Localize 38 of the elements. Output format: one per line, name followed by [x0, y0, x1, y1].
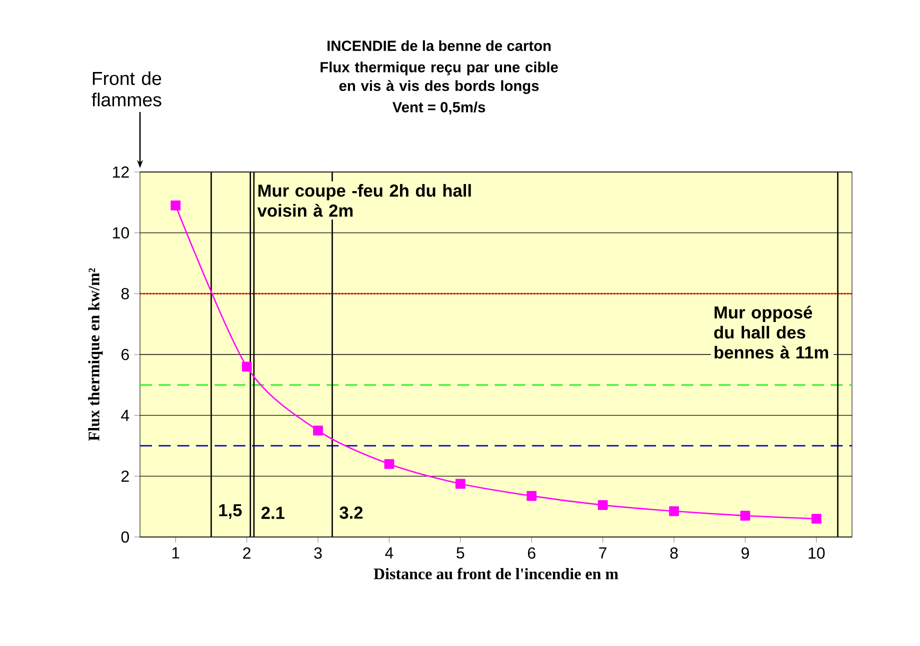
x-tick-label: 9: [742, 547, 749, 559]
point: [811, 514, 822, 524]
y-tick-label: 8: [121, 288, 129, 300]
x-tick-label: 1: [172, 547, 180, 558]
ref-line-label: Mur coupe -feu 2h du hall voisin à 2m: [257, 184, 471, 217]
point: [526, 491, 537, 501]
x-tick-label: 6: [528, 547, 536, 559]
point: [170, 200, 181, 210]
y-tick-label: 12: [113, 166, 129, 178]
ref-line-label: 1,5: [219, 504, 242, 519]
point: [384, 459, 394, 469]
x-tick-label: 10: [808, 547, 825, 559]
y-tick-label: 2: [122, 470, 129, 482]
x-tick-label: 3: [314, 547, 322, 559]
point: [313, 426, 323, 436]
y-tick-label: 0: [121, 531, 129, 543]
point: [455, 478, 466, 489]
x-tick-label: 7: [599, 547, 606, 558]
text: Front de flammes: [92, 71, 162, 106]
ref-line-label: Mur opposé du hall des bennes à 11m: [714, 306, 828, 359]
chart-title: INCENDIE de la benne de carton: [328, 40, 551, 52]
x-tick-label: 2: [243, 547, 250, 559]
y-tick-label: 6: [122, 348, 129, 360]
point: [669, 506, 679, 516]
y-axis-title: Flux thermique en kw/m²: [88, 268, 103, 441]
y-tick-label: 10: [113, 227, 129, 238]
x-tick-label: 5: [456, 547, 464, 559]
x-tick-label: 8: [670, 547, 678, 559]
point: [598, 500, 608, 510]
point: [242, 362, 252, 372]
chart-subtitle: Flux thermique reçu par une cible en vis à vis des bords longs: [320, 62, 558, 94]
ref-line-label: 2.1: [261, 506, 284, 519]
point: [740, 510, 750, 521]
ref-line-label: 3.2: [340, 506, 363, 519]
x-tick-label: 4: [385, 547, 394, 558]
text: Vent = 0,5m/s: [392, 102, 486, 114]
y-tick-label: 4: [121, 410, 130, 421]
x-axis-title: Distance au front de l'incendie en m: [374, 568, 618, 580]
